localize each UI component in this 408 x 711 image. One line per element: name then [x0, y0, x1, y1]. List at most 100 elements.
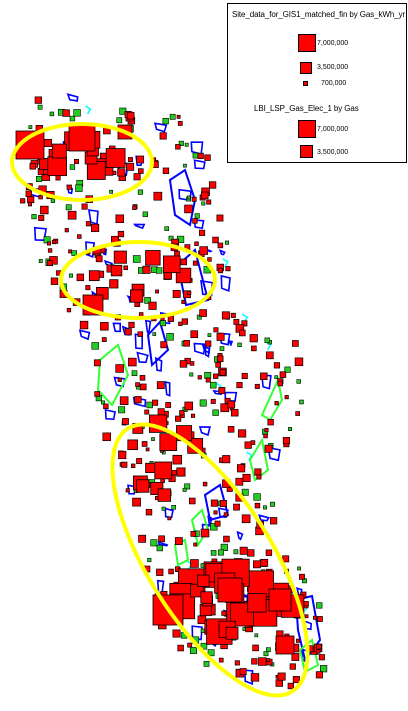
- blue-boundary: [132, 396, 147, 408]
- gas-square-small: [206, 199, 212, 205]
- green-site-marker: [200, 628, 205, 633]
- gas-square-small: [125, 488, 130, 493]
- green-site-marker: [237, 342, 242, 347]
- green-site-marker: [186, 195, 191, 200]
- gas-square-small: [68, 249, 73, 254]
- gas-square-small: [291, 653, 300, 661]
- gas-square-small: [218, 268, 224, 274]
- gas-square-small: [27, 195, 35, 204]
- blue-boundary: [260, 374, 272, 390]
- gas-square-small: [233, 503, 240, 511]
- gas-square-small: [51, 239, 57, 245]
- gas-square-small: [145, 447, 150, 452]
- green-site-marker: [266, 647, 271, 653]
- gas-square-small: [260, 372, 268, 380]
- gas-square-small: [118, 450, 127, 460]
- green-site-marker: [65, 204, 72, 211]
- green-site-marker: [118, 406, 126, 414]
- gas-square-small: [179, 360, 188, 368]
- gas-square-small: [210, 398, 216, 404]
- gas-square-small: [219, 500, 227, 508]
- gas-square-small: [117, 377, 122, 382]
- gas-square-small: [167, 516, 172, 521]
- gas-square-small: [244, 441, 252, 449]
- green-site-marker: [207, 649, 215, 657]
- cyan-boundary: [85, 105, 92, 115]
- gas-square-small: [284, 395, 289, 400]
- gas-square-small: [119, 396, 129, 405]
- gas-square-small: [183, 340, 190, 347]
- gas-square-small: [133, 173, 141, 181]
- gas-square-small: [197, 375, 202, 380]
- gas-square-small: [148, 301, 157, 310]
- green-site-marker: [178, 140, 184, 146]
- green-site-marker: [183, 163, 187, 168]
- gas-square-small: [239, 329, 246, 337]
- gas-square-small: [130, 463, 136, 468]
- gas-square-small: [292, 340, 299, 347]
- gas-square-small: [294, 357, 304, 367]
- green-site-marker: [132, 255, 141, 263]
- gas-square-small: [213, 510, 218, 515]
- gas-square-small: [263, 433, 268, 439]
- gas-square-small: [236, 381, 243, 389]
- gas-square-small: [193, 542, 198, 547]
- gas-square-small: [46, 241, 51, 246]
- gas-square-small: [79, 320, 89, 330]
- gas-square-small: [254, 468, 262, 476]
- map-legend: Site_data_for_GIS1_matched_fin by Gas_kW…: [227, 3, 407, 163]
- gas-square-large: [268, 588, 292, 612]
- cyan-boundary: [222, 258, 229, 268]
- gas-square-large: [88, 270, 100, 282]
- gas-square-small: [223, 535, 230, 543]
- green-site-marker: [210, 550, 217, 556]
- gas-square-small: [250, 440, 256, 445]
- gas-square-small: [213, 327, 219, 333]
- green-site-marker: [319, 665, 328, 673]
- gas-square-small: [162, 167, 170, 174]
- gas-square-small: [239, 668, 247, 676]
- green-site-marker: [73, 109, 81, 117]
- blue-boundary: [198, 426, 211, 437]
- gas-square-large: [157, 488, 172, 502]
- gas-square-small: [181, 318, 188, 325]
- gas-square-small: [100, 322, 109, 331]
- green-site-marker: [254, 633, 259, 638]
- gas-square-small: [90, 223, 100, 233]
- gas-square-small: [85, 221, 92, 227]
- green-site-marker: [49, 111, 55, 117]
- green-site-marker: [299, 399, 304, 405]
- gas-square-small: [273, 362, 281, 369]
- green-site-marker: [253, 493, 261, 501]
- green-site-marker: [164, 226, 169, 231]
- gas-square-small: [165, 402, 172, 408]
- green-site-marker: [184, 483, 191, 490]
- gas-square-small: [238, 429, 247, 438]
- green-site-marker: [189, 646, 197, 654]
- gas-square-small: [227, 426, 235, 433]
- gas-square-small: [317, 616, 323, 622]
- green-site-marker: [159, 320, 166, 327]
- gas-square-small: [253, 560, 261, 569]
- gas-square-large: [247, 593, 267, 613]
- gas-square-small: [295, 638, 300, 643]
- gas-square-small: [269, 517, 278, 525]
- gas-square-small: [172, 629, 181, 638]
- gas-square-small: [117, 168, 126, 177]
- gas-square-small: [144, 409, 150, 415]
- gas-square-large: [68, 124, 96, 152]
- gas-square-small: [287, 682, 294, 690]
- gas-square-small: [218, 387, 226, 394]
- gas-square-small: [121, 461, 128, 468]
- gas-square-small: [138, 312, 144, 317]
- green-site-marker: [69, 164, 76, 170]
- lime-boundary: [190, 508, 210, 548]
- gas-square-small: [126, 111, 135, 120]
- gas-square-large: [47, 156, 67, 177]
- green-site-marker: [142, 211, 149, 217]
- highlight-ellipses: [10, 122, 310, 698]
- gas-square-small: [265, 351, 274, 360]
- gas-square-small: [207, 257, 212, 262]
- gas-square-small: [234, 660, 240, 666]
- gas-square-small: [191, 196, 197, 202]
